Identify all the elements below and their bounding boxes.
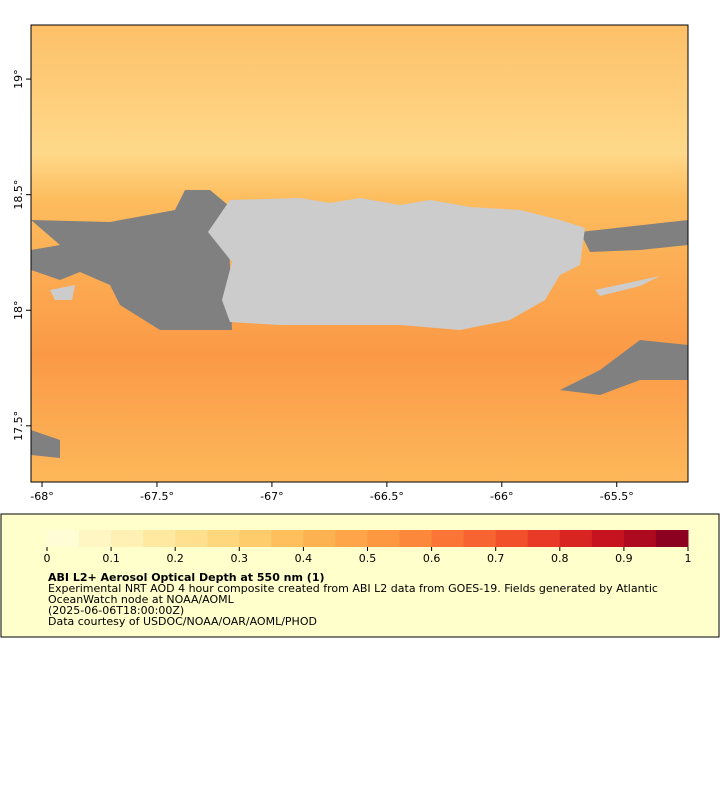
colorbar-segment: [175, 530, 208, 547]
island: [50, 285, 75, 300]
colorbar-tick-label: 0.7: [487, 552, 505, 565]
colorbar-segment: [335, 530, 368, 547]
colorbar-segment: [623, 530, 657, 547]
caption-line: OceanWatch node at NOAA/AOML: [48, 593, 235, 606]
x-tick-label: -68°: [30, 490, 53, 503]
colorbar-segment: [591, 530, 625, 547]
colorbar-tick-label: 0.6: [423, 552, 441, 565]
masked-area: [560, 340, 688, 395]
map-frame: [30, 24, 689, 483]
x-tick-label: -66.5°: [370, 490, 404, 503]
y-tick-label: 17.5°: [12, 411, 25, 441]
y-tick-label: 18.5°: [12, 180, 25, 210]
x-tick-label: -67.5°: [140, 490, 174, 503]
colorbar-tick-label: 0.4: [295, 552, 313, 565]
colorbar-segment: [655, 530, 689, 547]
caption-line: Data courtesy of USDOC/NOAA/OAR/AOML/PHO…: [48, 615, 317, 628]
colorbar-tick-label: 0.8: [551, 552, 569, 565]
colorbar-segment: [111, 530, 144, 547]
colorbar-segment: [271, 530, 304, 547]
masked-area: [580, 220, 688, 252]
y-tick-label: 18°: [12, 300, 25, 320]
colorbar-segment: [207, 530, 240, 547]
x-tick-label: -67°: [260, 490, 283, 503]
legend-title: ABI L2+ Aerosol Optical Depth at 550 nm …: [48, 571, 325, 584]
masked-area: [31, 430, 60, 458]
colorbar-tick-label: 0: [44, 552, 51, 565]
colorbar-segment: [463, 530, 497, 547]
colorbar-segment: [495, 530, 529, 547]
colorbar-tick-label: 0.9: [615, 552, 633, 565]
island: [208, 198, 585, 330]
colorbar-segment: [239, 530, 272, 547]
colorbar-tick-label: 1: [685, 552, 692, 565]
colorbar-tick-label: 0.2: [166, 552, 184, 565]
colorbar-segment: [527, 530, 561, 547]
colorbar-segment: [431, 530, 465, 547]
map: [30, 24, 689, 483]
colorbar-tick-label: 0.1: [102, 552, 120, 565]
caption-line: Experimental NRT AOD 4 hour composite cr…: [48, 582, 658, 595]
x-tick-label: -65.5°: [600, 490, 634, 503]
caption-line: (2025-06-06T18:00:00Z): [48, 604, 184, 617]
colorbar-segment: [367, 530, 401, 547]
x-tick-label: -66°: [490, 490, 513, 503]
colorbar-segment: [399, 530, 433, 547]
colorbar-segment: [303, 530, 336, 547]
colorbar-segment: [47, 530, 80, 547]
colorbar-segment: [559, 530, 593, 547]
masked-area: [31, 190, 232, 330]
colorbar-tick-label: 0.5: [359, 552, 377, 565]
island: [595, 276, 660, 296]
y-tick-label: 19°: [12, 69, 25, 89]
colorbar-segment: [79, 530, 112, 547]
colorbar-segment: [143, 530, 176, 547]
colorbar-tick-label: 0.3: [231, 552, 249, 565]
